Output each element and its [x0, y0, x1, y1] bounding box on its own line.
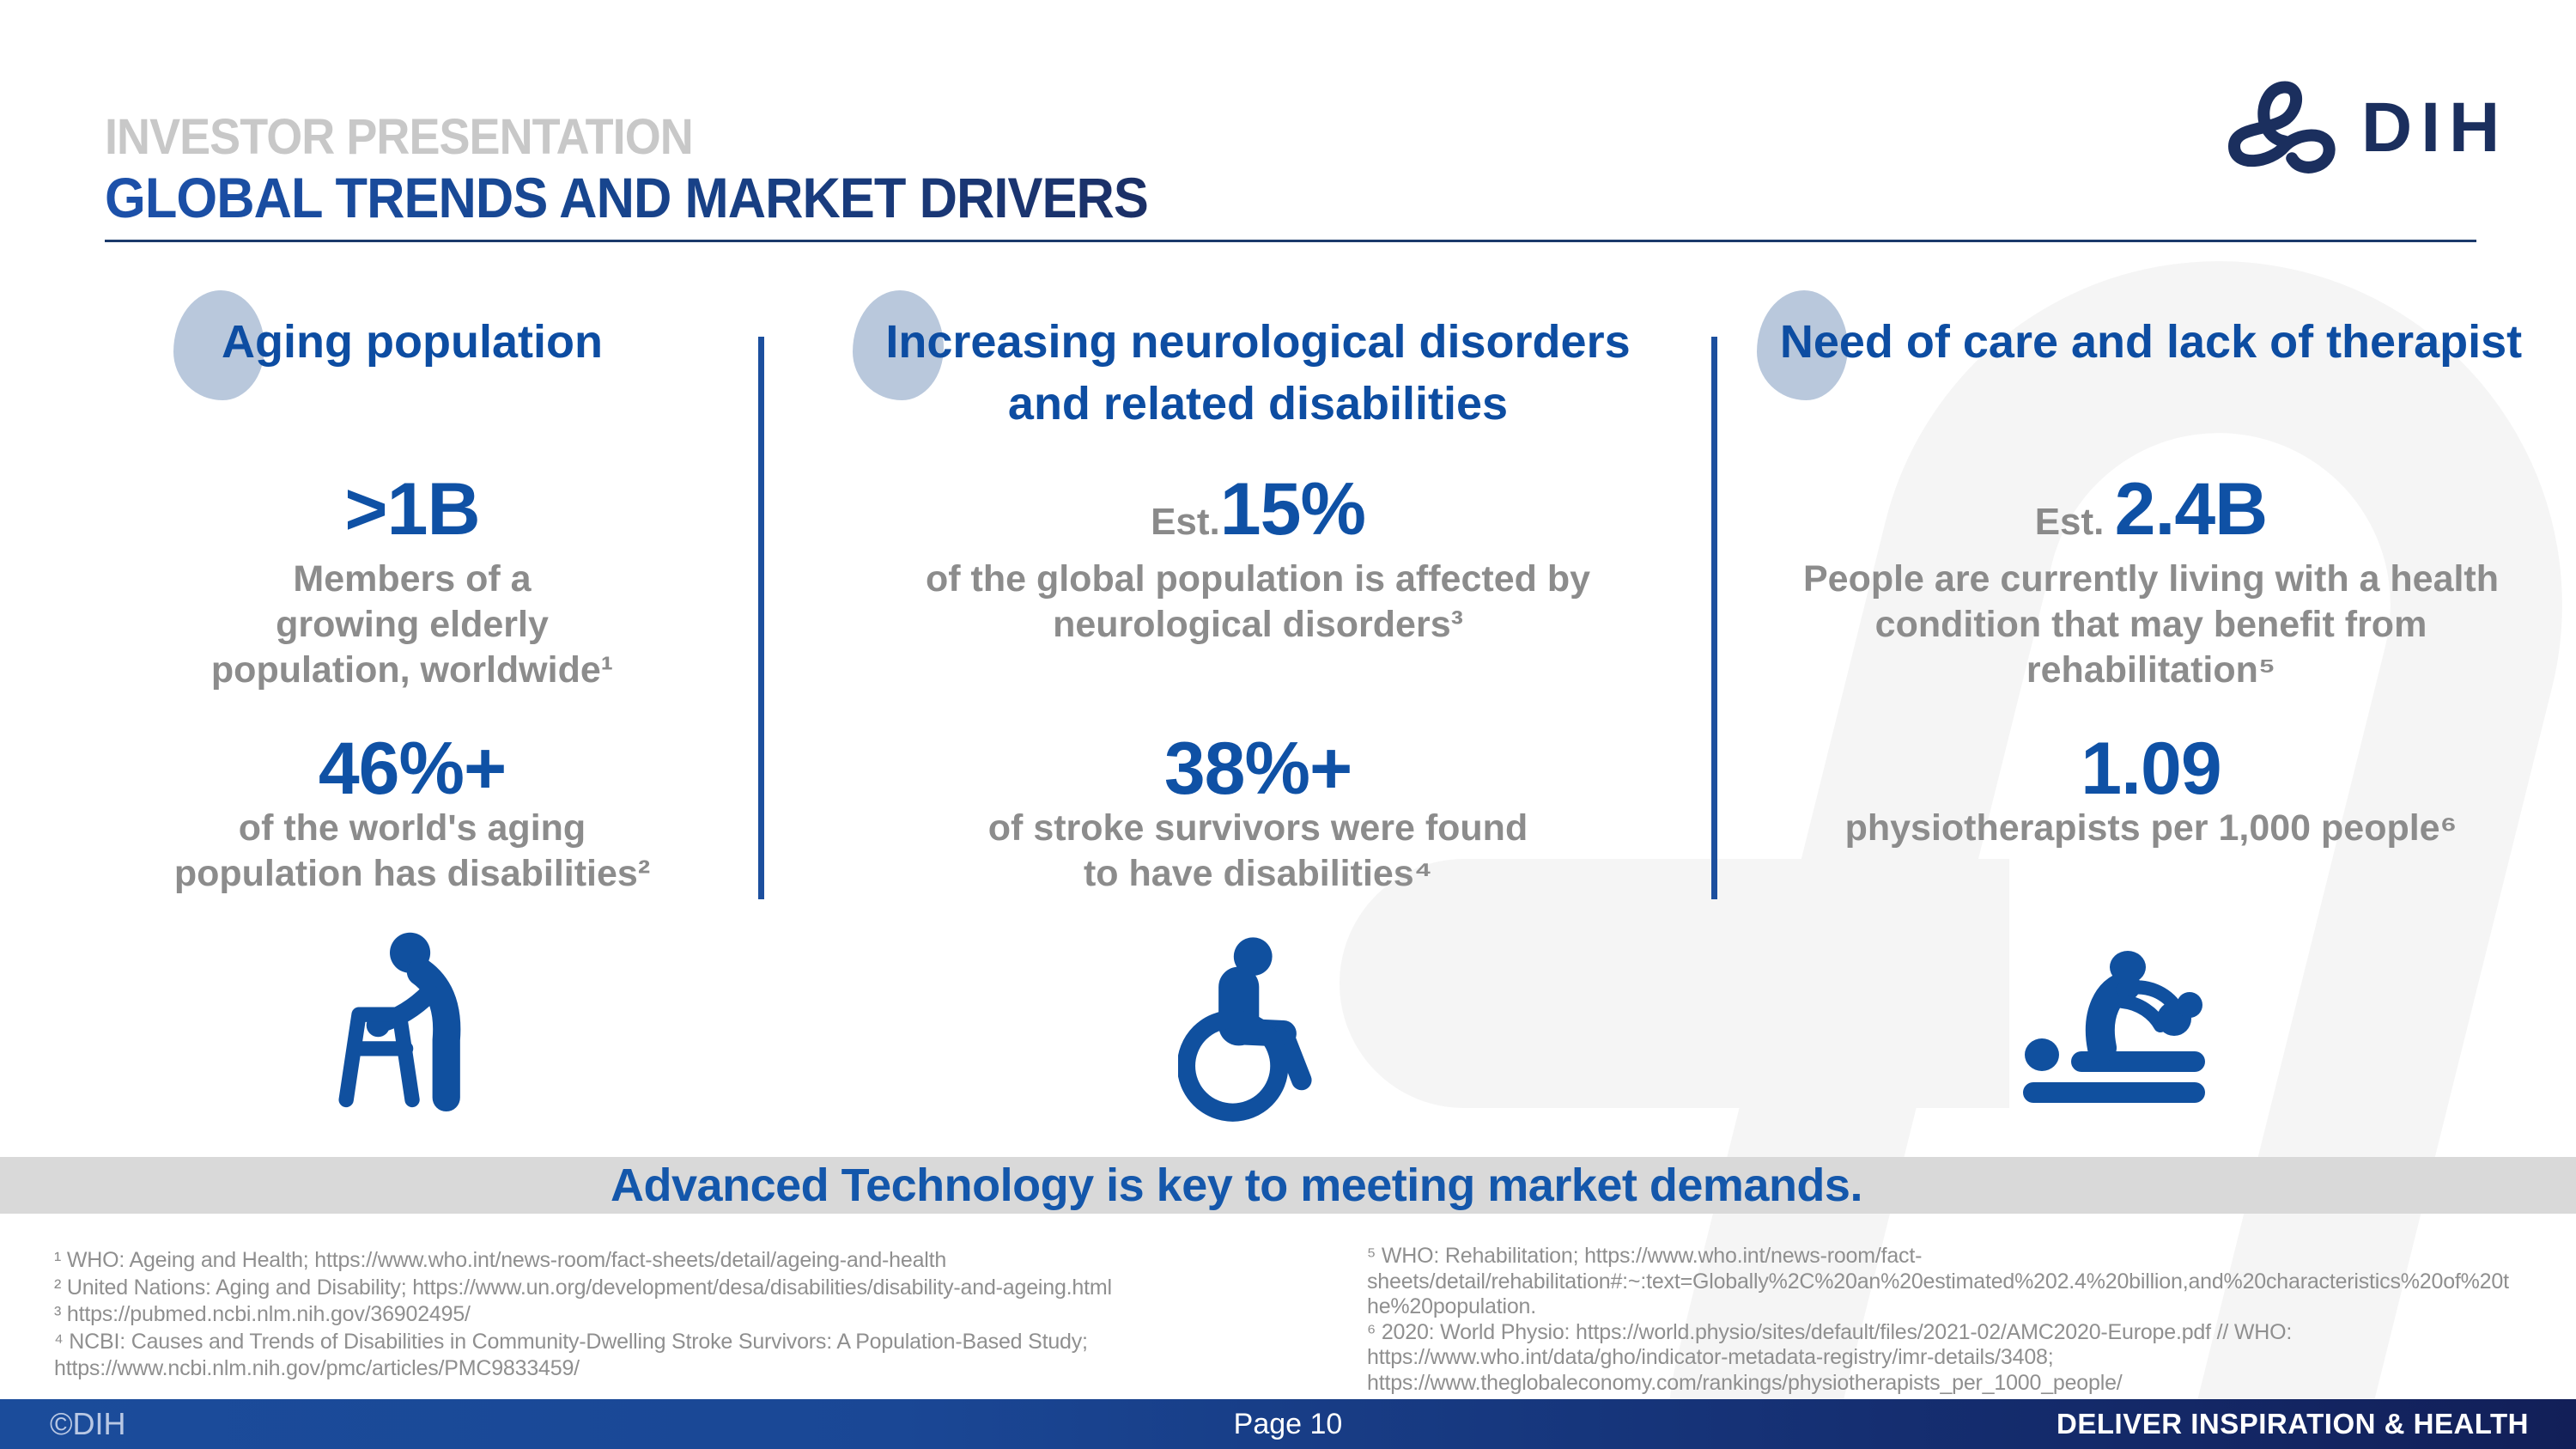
- page-title: GLOBAL TRENDS AND MARKET DRIVERS: [105, 166, 1149, 229]
- presentation-kicker: INVESTOR PRESENTATION: [105, 109, 694, 165]
- dih-logo-text: DIH: [2361, 88, 2509, 167]
- stat-number: 1.09: [2081, 728, 2221, 810]
- column-aging-population: Aging population >1B Members of a growin…: [112, 290, 713, 894]
- stat-number: 15%: [1219, 468, 1366, 551]
- heading-accent-shape: [853, 290, 944, 400]
- column-divider: [1711, 337, 1717, 899]
- dih-logo-knot-icon: [2227, 81, 2336, 174]
- stat-value-secondary: 38%+: [820, 726, 1696, 833]
- stat-value-secondary: 1.09: [1752, 726, 2550, 833]
- footnote-2: ² United Nations: Aging and Disability; …: [54, 1275, 1112, 1300]
- footnote-1: ¹ WHO: Ageing and Health; https://www.wh…: [54, 1248, 947, 1272]
- elderly-person-with-walker-icon: [309, 929, 524, 1142]
- column-neurological-disorders: Increasing neurological disorders and re…: [820, 290, 1696, 894]
- heading-accent-shape: [173, 290, 264, 400]
- column-heading: Need of care and lack of therapist: [1779, 316, 2523, 368]
- stat-value-primary: >1B: [112, 466, 713, 574]
- footnotes-left: ¹ WHO: Ageing and Health; https://www.wh…: [54, 1247, 1282, 1383]
- stat-prefix: Est.: [2034, 501, 2115, 543]
- wheelchair-user-icon: [1176, 936, 1320, 1139]
- footnote-5: ⁵ WHO: Rehabilitation; https://www.who.i…: [1367, 1244, 2509, 1318]
- stat-description-primary: Members of a growing elderly population,…: [210, 558, 614, 691]
- footnote-3: ³ https://pubmed.ncbi.nlm.nih.gov/369024…: [54, 1302, 471, 1326]
- footer-tagline: DELIVER INSPIRATION & HEALTH: [2057, 1408, 2529, 1440]
- stat-prefix: Est.: [1151, 501, 1220, 543]
- stat-number: 46%+: [318, 728, 507, 810]
- stat-value-primary: Est.15%: [820, 466, 1696, 574]
- stat-number: 38%+: [1163, 728, 1352, 810]
- column-need-of-care: Need of care and lack of therapist Est. …: [1752, 290, 2550, 849]
- stat-description-primary: of the global population is affected by …: [925, 558, 1591, 645]
- footer-copyright: ©DIH: [50, 1406, 126, 1441]
- stat-number: 2.4B: [2114, 468, 2269, 551]
- stat-description-secondary: of the world's aging population has disa…: [173, 807, 651, 894]
- heading-accent-shape: [1757, 290, 1848, 400]
- stat-description-secondary: of stroke survivors were found to have d…: [987, 807, 1528, 894]
- header-rule: [105, 240, 2476, 242]
- footnote-6: ⁶ 2020: World Physio: https://world.phys…: [1367, 1319, 2293, 1395]
- footnotes-right: ⁵ WHO: Rehabilitation; https://www.who.i…: [1367, 1244, 2569, 1396]
- key-message-banner: Advanced Technology is key to meeting ma…: [0, 1157, 2576, 1214]
- column-heading: Increasing neurological disorders and re…: [885, 316, 1631, 429]
- stat-description-primary: People are currently living with a healt…: [1802, 558, 2500, 691]
- stat-description-secondary: physiotherapists per 1,000 people⁶: [1844, 807, 2458, 849]
- key-message-text: Advanced Technology is key to meeting ma…: [611, 1160, 1862, 1211]
- column-divider: [758, 337, 764, 899]
- stat-value-primary: Est. 2.4B: [1752, 466, 2550, 574]
- footnote-4: ⁴ NCBI: Causes and Trends of Disabilitie…: [54, 1329, 1088, 1381]
- physiotherapy-treatment-icon: [2023, 938, 2238, 1110]
- stat-number: >1B: [344, 468, 480, 551]
- stat-value-secondary: 46%+: [112, 726, 713, 833]
- dih-logo: DIH: [2222, 67, 2531, 213]
- footer-page-number: Page 10: [1233, 1407, 1343, 1440]
- column-heading: Aging population: [222, 316, 603, 368]
- footer-bar: ©DIH Page 10 DELIVER INSPIRATION & HEALT…: [0, 1399, 2576, 1449]
- key-message-banner-inner: Advanced Technology is key to meeting ma…: [0, 1157, 2473, 1214]
- dih-watermark-band: [1340, 859, 2009, 1108]
